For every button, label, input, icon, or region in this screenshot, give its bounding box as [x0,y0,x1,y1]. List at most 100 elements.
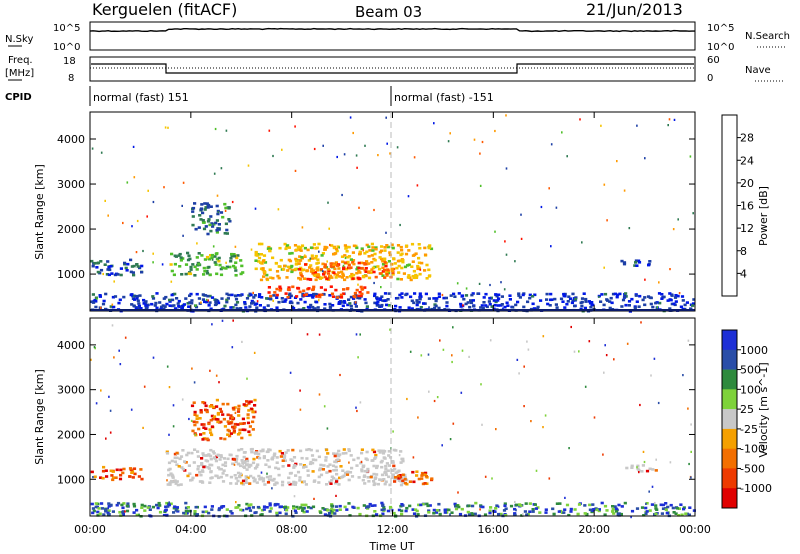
range-cell [284,292,288,295]
range-cell [308,266,312,269]
range-cell [196,465,200,468]
scatter-echo [636,124,638,127]
scatter-echo [479,184,482,187]
range-cell [234,460,238,463]
range-cell [312,269,316,272]
range-cell [493,510,497,513]
range-cell [585,512,589,516]
range-cell [351,251,355,254]
range-cell [315,449,319,453]
range-cell [325,471,329,474]
range-cell [90,300,94,303]
range-cell [306,248,310,252]
range-cell [286,295,290,299]
velocity-colorbar-label: Velocity [m s^-1] [757,362,770,457]
range-cell [228,265,232,269]
range-cell [337,300,341,304]
scatter-echo [304,254,306,257]
scatter-echo [352,131,354,135]
scatter-echo [190,419,193,422]
range-cell [603,504,608,508]
range-cell [672,511,676,514]
range-cell [421,502,425,506]
range-cell [614,510,619,513]
range-cell [174,255,178,258]
scatter-echo [205,298,208,301]
scatter-echo [468,355,470,358]
range-cell [367,480,371,483]
scatter-echo [113,280,115,283]
range-cell [241,483,245,486]
scatter-echo [386,142,388,145]
range-cell [192,461,196,464]
noise-left-label: N.Sky [5,34,33,45]
range-cell [292,307,296,310]
scatter-echo [130,408,133,411]
range-cell [239,294,243,297]
y-tick-label: 4000 [57,339,85,352]
range-cell [151,297,156,300]
scatter-echo [566,155,568,158]
range-cell [306,506,311,509]
colorbar-swatch [722,468,737,489]
range-cell [253,303,257,306]
range-cell [299,463,303,466]
range-cell [302,289,306,293]
range-cell [315,295,319,298]
range-cell [233,474,237,477]
range-cell [423,482,427,485]
range-cell [381,274,385,277]
range-cell [362,261,366,265]
nave-right-tick-bottom: 0 [707,73,713,84]
range-cell [400,292,404,295]
range-cell [215,405,219,408]
range-cell [323,307,327,310]
range-cell [201,452,205,455]
range-cell [357,261,361,265]
scatter-echo [505,167,508,170]
scatter-echo [241,340,243,343]
range-cell [94,300,98,303]
range-cell [242,455,246,459]
range-cell [282,456,287,459]
range-cell [240,436,244,440]
scatter-echo [360,460,363,463]
range-cell [221,402,225,406]
range-cell [229,482,233,485]
range-cell [411,254,415,257]
range-cell [390,243,394,247]
range-cell [428,504,432,507]
range-cell [648,260,652,263]
range-cell [326,452,330,455]
range-cell [360,451,364,455]
range-cell [206,294,210,298]
range-cell [237,448,241,452]
scatter-echo [494,129,496,133]
range-cell [254,267,258,271]
range-cell [200,254,204,257]
range-cell [437,306,441,310]
range-cell [288,296,292,299]
range-cell [363,252,367,255]
range-cell [130,303,134,306]
range-cell [316,261,320,265]
range-cell [164,508,168,512]
range-cell [275,306,279,309]
range-cell [332,452,336,455]
range-cell [204,225,208,228]
range-cell [200,457,204,460]
range-cell [326,272,331,275]
range-cell [245,403,249,407]
range-cell [229,453,233,457]
range-cell [341,260,345,264]
range-cell [135,508,139,512]
scatter-echo [133,176,136,179]
range-cell [277,276,281,280]
range-cell [259,278,264,282]
range-cell [651,305,655,309]
range-cell [210,296,215,299]
range-cell [427,511,431,514]
range-cell [116,273,120,276]
range-cell [109,305,113,308]
scatter-echo [102,272,104,276]
